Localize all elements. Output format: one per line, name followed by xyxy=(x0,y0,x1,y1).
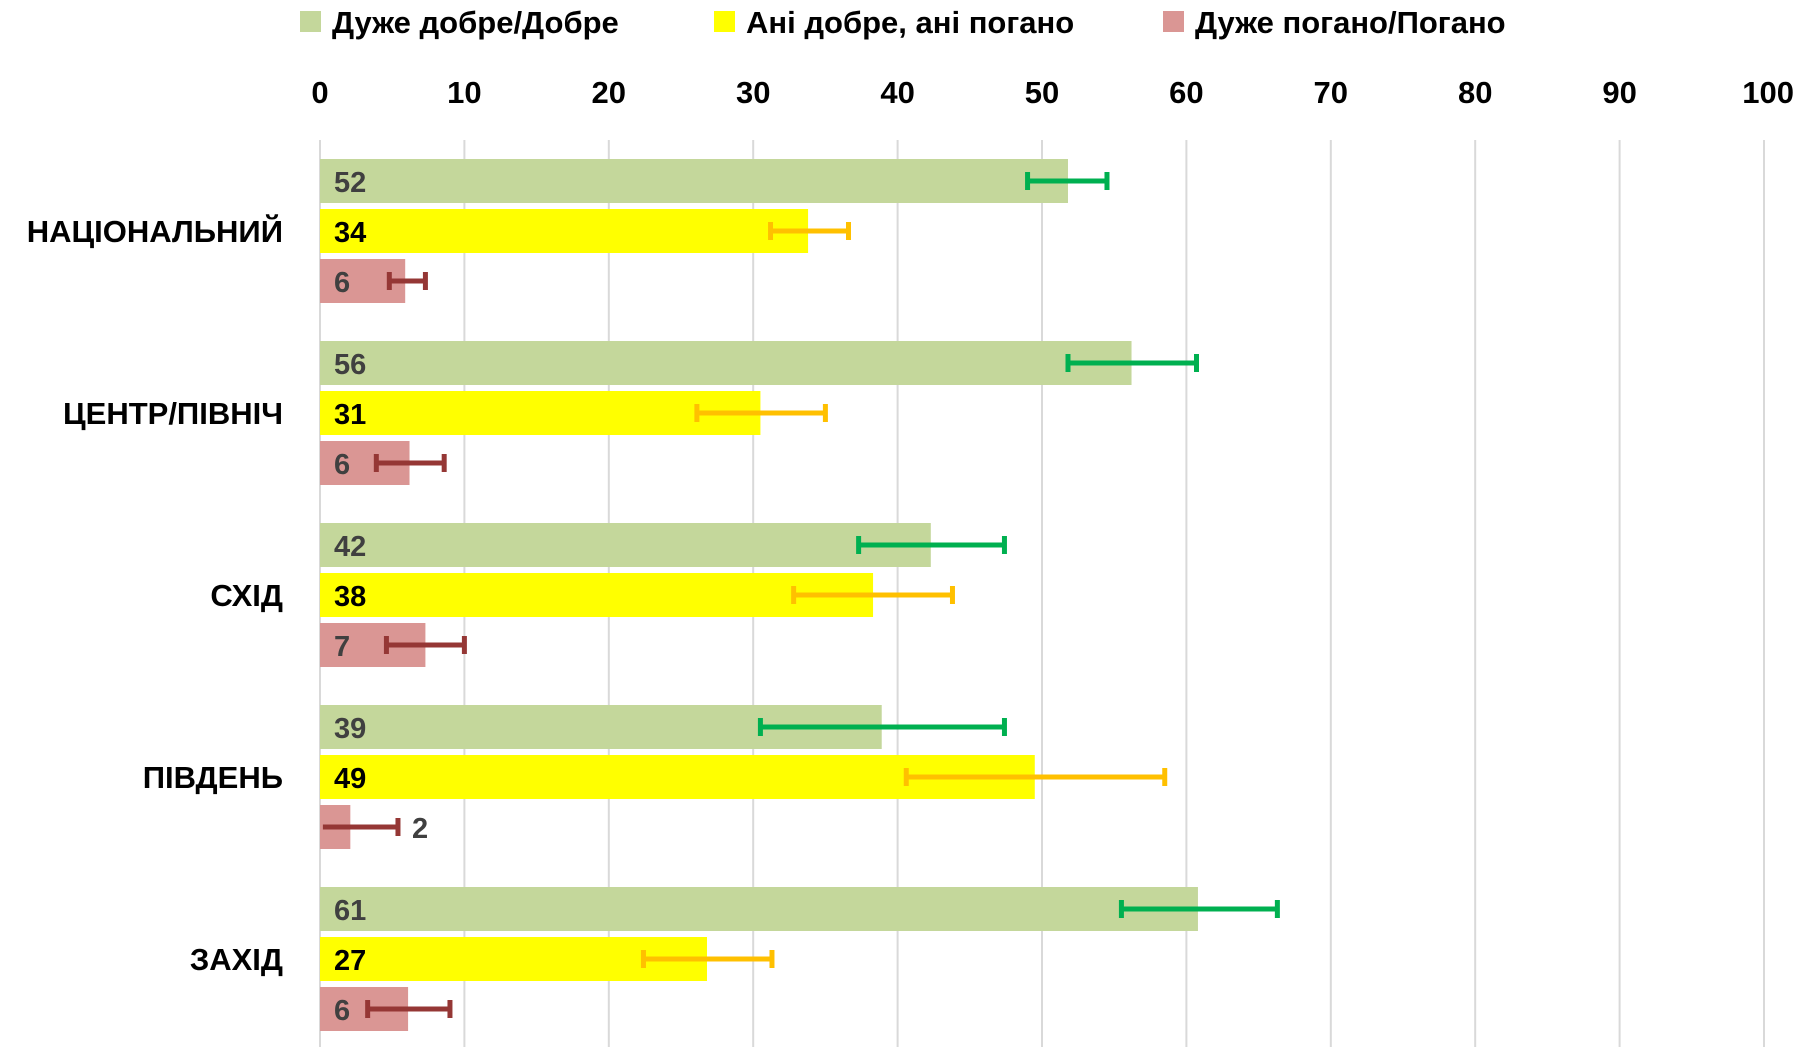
x-tick-label-0: 0 xyxy=(311,75,328,110)
category-labels: НАЦІОНАЛЬНИЙ ЦЕНТР/ПІВНІЧ СХІД ПІВДЕНЬ ЗАХІД xyxy=(27,213,283,977)
bar-схід-s2 xyxy=(320,573,873,617)
data-label-південь-s3: 2 xyxy=(412,813,428,845)
x-tick-label-80: 80 xyxy=(1458,75,1492,110)
category-label-центр-північ: ЦЕНТР/ПІВНІЧ xyxy=(63,396,283,431)
data-label-національний-s2: 34 xyxy=(334,217,366,249)
legend-label-3: Дуже погано/Погано xyxy=(1195,5,1506,40)
data-label-захід-s3: 6 xyxy=(334,995,350,1027)
category-label-схід: СХІД xyxy=(210,578,283,613)
legend-label-2: Ані добре, ані погано xyxy=(746,5,1074,40)
bar-національний-s2 xyxy=(320,209,808,253)
x-tick-label-40: 40 xyxy=(880,75,914,110)
data-label-національний-s1: 52 xyxy=(334,167,366,199)
data-label-центр-північ-s1: 56 xyxy=(334,349,366,381)
category-label-південь: ПІВДЕНЬ xyxy=(143,760,283,795)
data-label-південь-s1: 39 xyxy=(334,713,366,745)
x-tick-label-70: 70 xyxy=(1314,75,1348,110)
data-label-південь-s2: 49 xyxy=(334,763,366,795)
x-tick-label-60: 60 xyxy=(1169,75,1203,110)
legend-swatch-3 xyxy=(1163,11,1184,32)
x-tick-label-20: 20 xyxy=(592,75,626,110)
x-tick-label-90: 90 xyxy=(1602,75,1636,110)
data-label-схід-s2: 38 xyxy=(334,581,366,613)
data-label-центр-північ-s3: 6 xyxy=(334,449,350,481)
bar-захід-s1 xyxy=(320,887,1198,931)
x-tick-label-30: 30 xyxy=(736,75,770,110)
bars xyxy=(320,159,1198,1031)
category-label-захід: ЗАХІД xyxy=(190,942,283,977)
legend-label-1: Дуже добре/Добре xyxy=(332,5,619,40)
data-label-національний-s3: 6 xyxy=(334,267,350,299)
x-axis-ticks: 0 10 20 30 40 50 60 70 80 90 100 xyxy=(311,75,1794,110)
bar-схід-s1 xyxy=(320,523,931,567)
data-label-захід-s2: 27 xyxy=(334,945,366,977)
data-label-захід-s1: 61 xyxy=(334,895,366,927)
legend-swatch-1 xyxy=(300,11,321,32)
legend-swatch-2 xyxy=(714,11,735,32)
x-tick-label-50: 50 xyxy=(1025,75,1059,110)
data-label-центр-північ-s2: 31 xyxy=(334,399,366,431)
data-label-схід-s3: 7 xyxy=(334,631,350,663)
category-label-національний: НАЦІОНАЛЬНИЙ xyxy=(27,213,283,249)
legend: Дуже добре/Добре Ані добре, ані погано Дуж… xyxy=(300,5,1506,40)
data-label-схід-s1: 42 xyxy=(334,531,366,563)
bar-центр-північ-s2 xyxy=(320,391,760,435)
x-tick-label-100: 100 xyxy=(1742,75,1794,110)
bar-центр-північ-s1 xyxy=(320,341,1132,385)
bar-національний-s1 xyxy=(320,159,1068,203)
x-tick-label-10: 10 xyxy=(447,75,481,110)
